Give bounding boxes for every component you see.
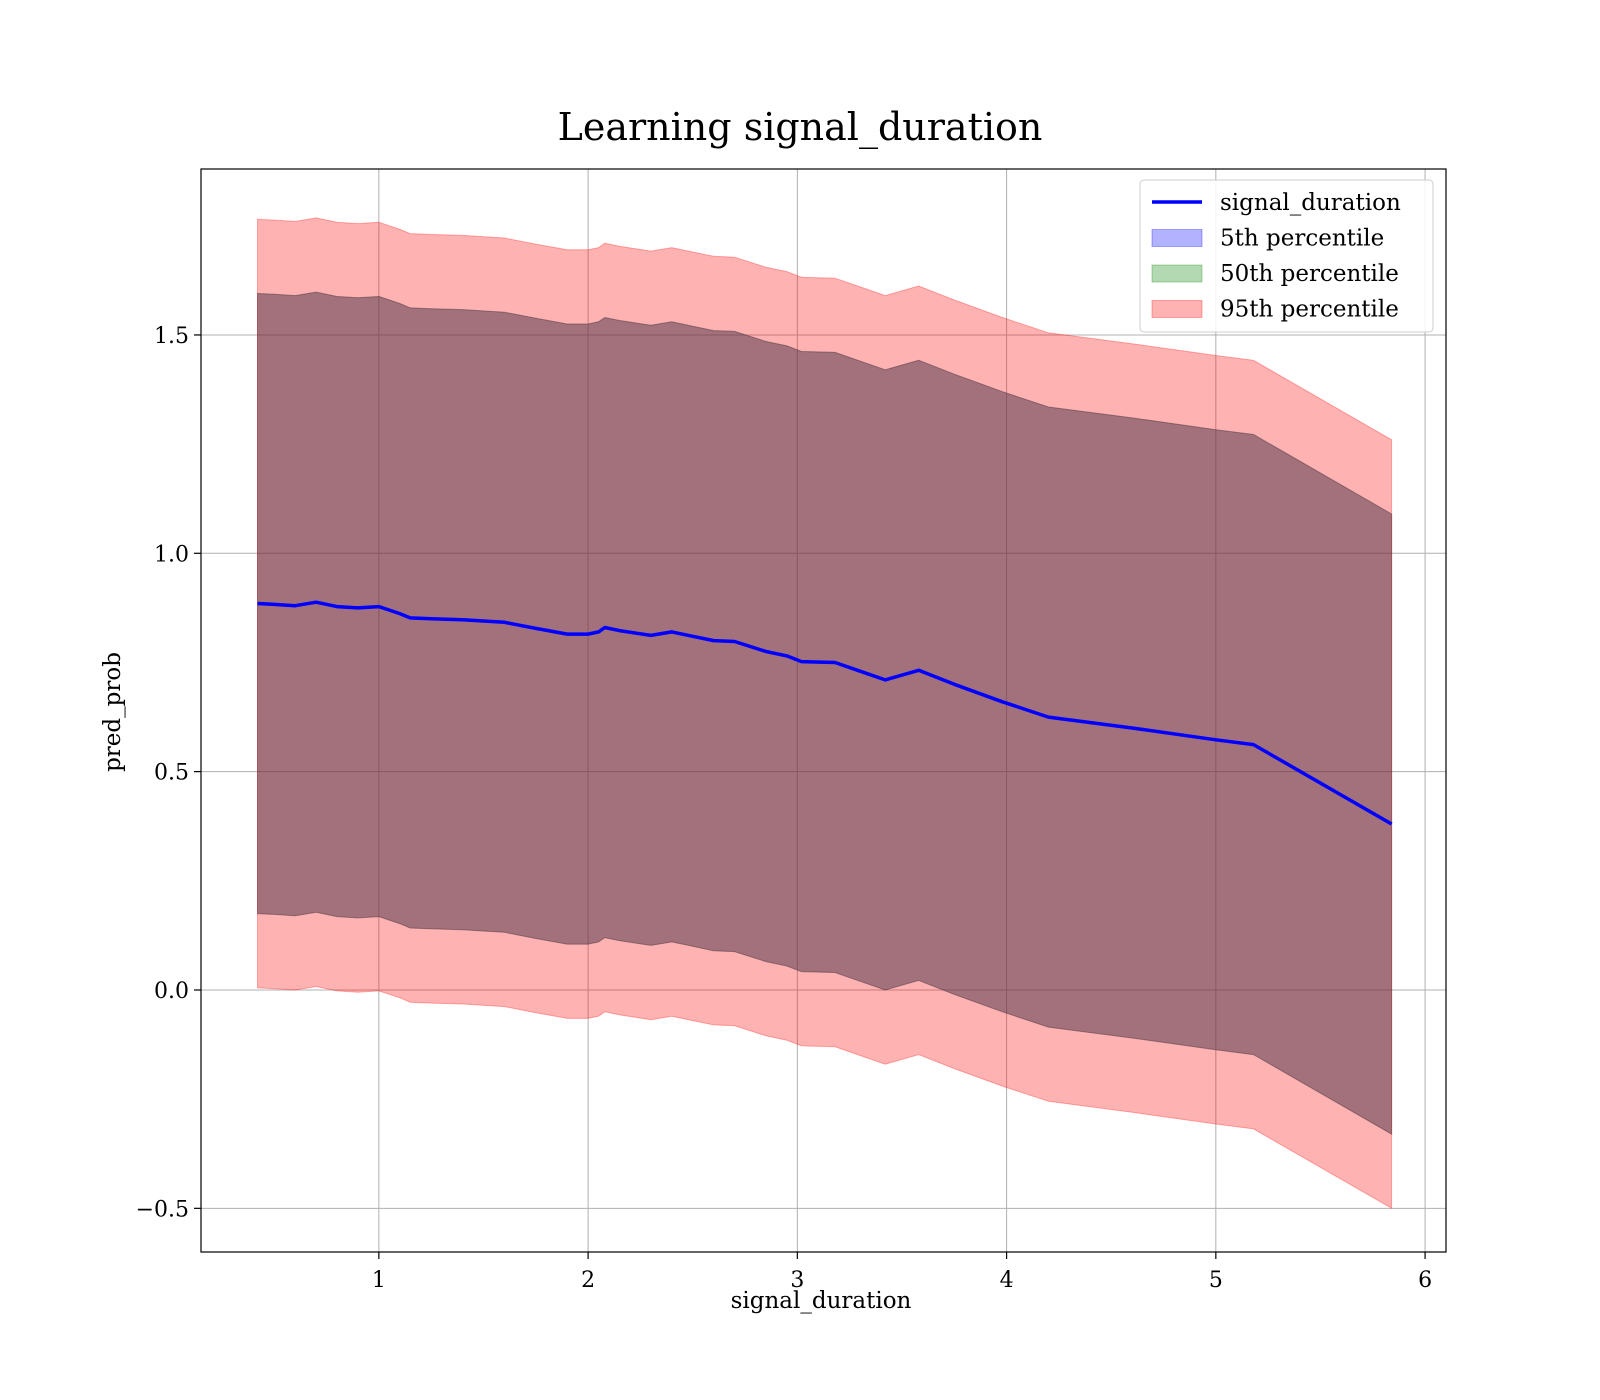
legend-entry-label: 95th percentile: [1220, 297, 1399, 323]
band-50th-percentile: [257, 291, 1393, 1135]
legend-box: [1139, 179, 1434, 333]
x-tick-label: 4: [1000, 1268, 1014, 1293]
y-tick-label: −0.5: [136, 1197, 189, 1222]
legend-entry-label: signal_duration: [1220, 190, 1401, 216]
y-tick-label: 1.0: [154, 542, 189, 567]
legend-entry-label: 5th percentile: [1220, 226, 1384, 252]
legend-swatch-band: [1151, 300, 1203, 318]
series-lines: [257, 600, 1393, 826]
axis-ticks: 1 2 3 4 5 6 −0.5 0.0 0.5 1.0 1.5: [136, 324, 1432, 1293]
legend-swatch-band: [1151, 229, 1203, 247]
x-tick-label: 1: [372, 1268, 386, 1293]
legend: signal_duration 5th percentile 50th percen…: [1139, 179, 1434, 333]
line-signal_duration: [257, 600, 1393, 826]
percentile-bands: [257, 217, 1393, 1210]
band-95th-percentile: [257, 217, 1393, 1210]
band-5th-percentile: [257, 291, 1393, 1135]
y-tick-label: 1.5: [154, 324, 189, 349]
legend-swatch-band: [1151, 264, 1203, 283]
legend-entry-label: 50th percentile: [1220, 261, 1399, 287]
grid: [201, 169, 1446, 1252]
x-tick-label: 5: [1209, 1268, 1223, 1293]
y-tick-label: 0.5: [154, 761, 189, 786]
plot-area-frame: [200, 168, 1447, 1253]
x-tick-label: 3: [790, 1268, 804, 1293]
y-axis-label: pred_prob: [100, 652, 126, 772]
y-tick-label: 0.0: [154, 979, 189, 1004]
x-axis-label: signal_duration: [731, 1288, 912, 1314]
x-tick-label: 2: [581, 1268, 595, 1293]
x-tick-label: 6: [1418, 1268, 1432, 1293]
chart-title: Learning signal_duration: [558, 105, 1043, 150]
